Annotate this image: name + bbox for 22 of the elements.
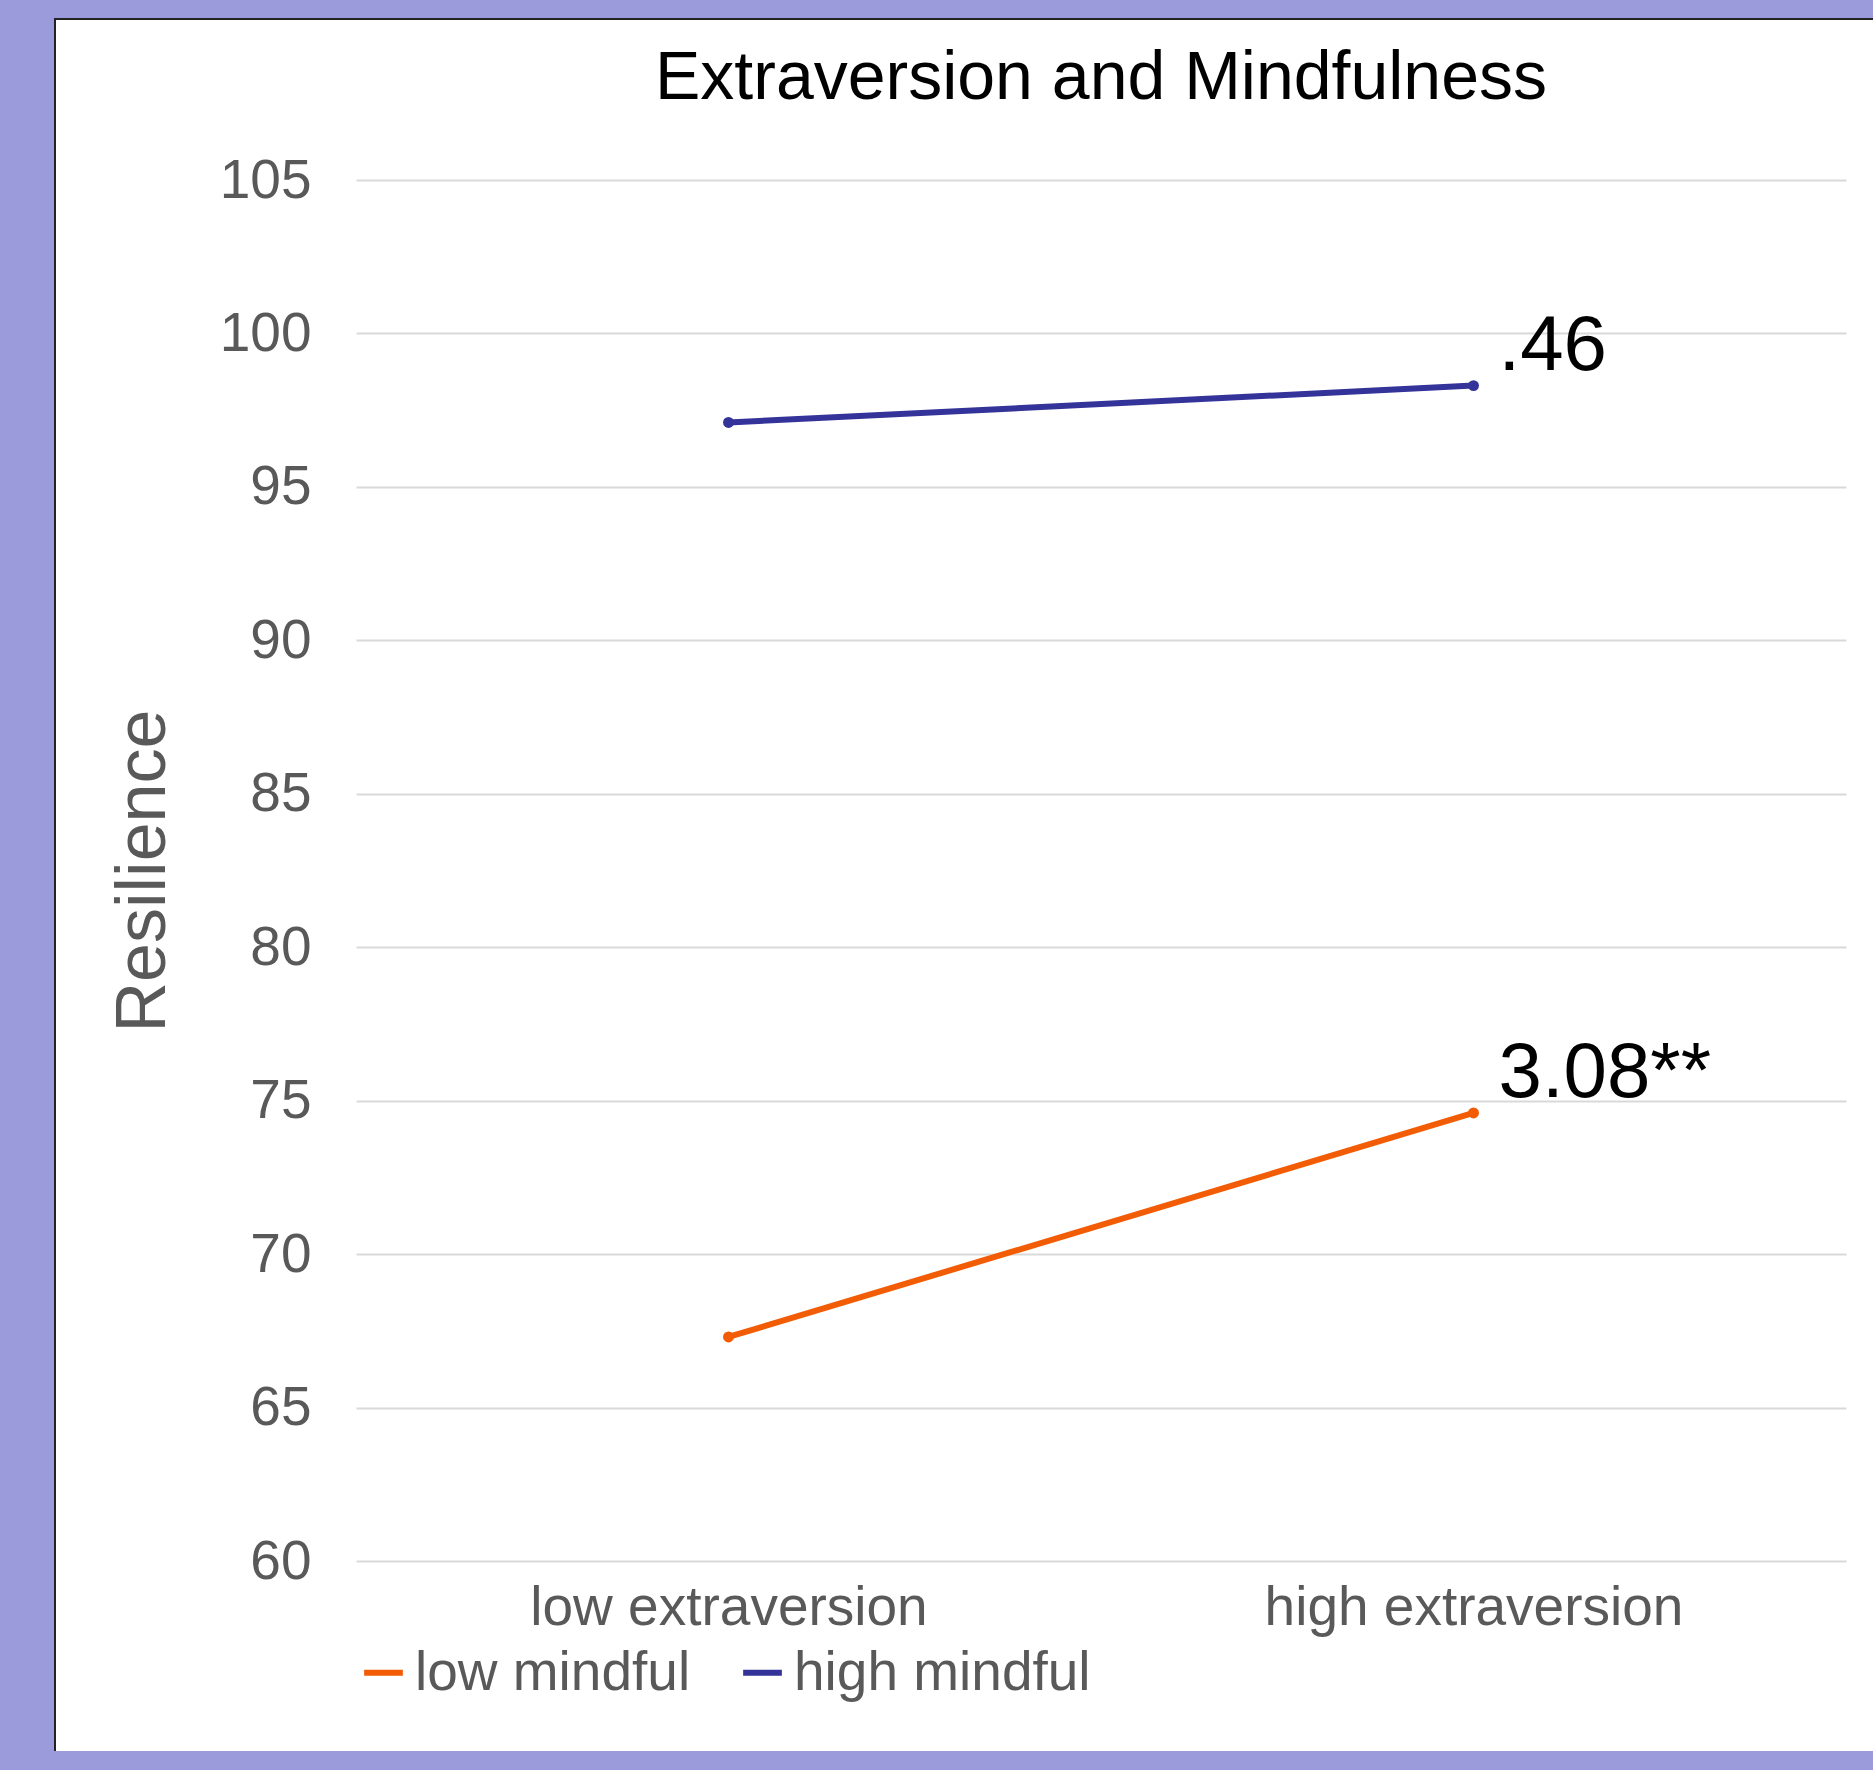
y-tick-label: 95: [250, 454, 312, 517]
y-tick-label: 100: [219, 300, 312, 363]
annotation: .46: [1498, 298, 1607, 387]
y-tick-label: 90: [250, 607, 312, 670]
point: [1468, 380, 1479, 392]
y-tick-label: 65: [250, 1375, 312, 1438]
annotation: 3.08**: [1498, 1025, 1712, 1114]
y-tick-label: 60: [250, 1528, 312, 1591]
y-tick-label: 105: [219, 147, 312, 210]
legend-label: low mindful: [415, 1639, 691, 1702]
x-tick-label: high extraversion: [1264, 1574, 1684, 1637]
x-tick-label: low extraversion: [530, 1574, 928, 1637]
y-tick-label: 70: [250, 1221, 312, 1284]
point: [1468, 1107, 1479, 1119]
point: [723, 416, 734, 428]
legend-label: high mindful: [794, 1639, 1091, 1702]
y-tick-label: 80: [250, 914, 312, 977]
point: [723, 1331, 734, 1343]
y-tick-label: 75: [250, 1068, 312, 1131]
y-tick-label: 85: [250, 761, 312, 824]
y-axis-title: Resilience: [101, 709, 180, 1033]
chart-title: Extraversion and Mindfulness: [654, 37, 1548, 113]
